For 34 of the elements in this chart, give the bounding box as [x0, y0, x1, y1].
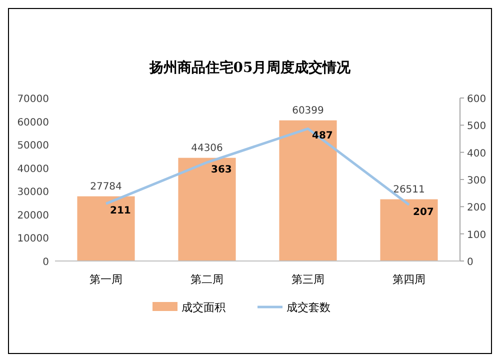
y2-tick-label: 300	[467, 176, 486, 186]
legend-label: 成交套数	[286, 301, 330, 314]
data-label: 487	[312, 130, 333, 142]
data-label: 27784	[90, 181, 122, 192]
y-tick-label: 70000	[17, 94, 49, 105]
y-tick-label: 30000	[17, 187, 49, 198]
y2-tick-label: 0	[467, 257, 474, 268]
y2-tick-label: 200	[467, 202, 486, 214]
y2-tick-label: 500	[467, 121, 486, 132]
data-label: 60399	[292, 105, 324, 116]
data-label: 363	[211, 164, 232, 176]
data-label: 26511	[393, 184, 425, 196]
y2-tick-label: 100	[467, 230, 486, 241]
data-label: 211	[110, 206, 131, 217]
y-tick-label: 10000	[17, 234, 49, 245]
y2-tick-label: 400	[467, 148, 486, 160]
y-tick-label: 40000	[17, 164, 49, 175]
bar	[178, 158, 236, 261]
y-tick-label: 20000	[17, 210, 49, 222]
y-tick-label: 60000	[17, 117, 49, 128]
bar	[77, 196, 135, 261]
y-tick-label: 50000	[17, 140, 49, 152]
y-tick-label: 0	[42, 257, 49, 268]
x-tick-label: 第一周	[90, 273, 123, 286]
x-tick-label: 第三周	[292, 273, 324, 286]
x-tick-label: 第二周	[190, 273, 224, 286]
x-tick-label: 第四周	[392, 273, 426, 286]
bar	[380, 199, 438, 261]
data-label: 207	[412, 206, 434, 218]
chart-title: 扬州商品住宅05月周度成交情况	[148, 59, 352, 76]
legend-label: 成交面积	[182, 301, 226, 314]
bar	[279, 120, 337, 261]
y2-tick-label: 600	[467, 94, 486, 105]
data-label: 44306	[191, 142, 223, 154]
